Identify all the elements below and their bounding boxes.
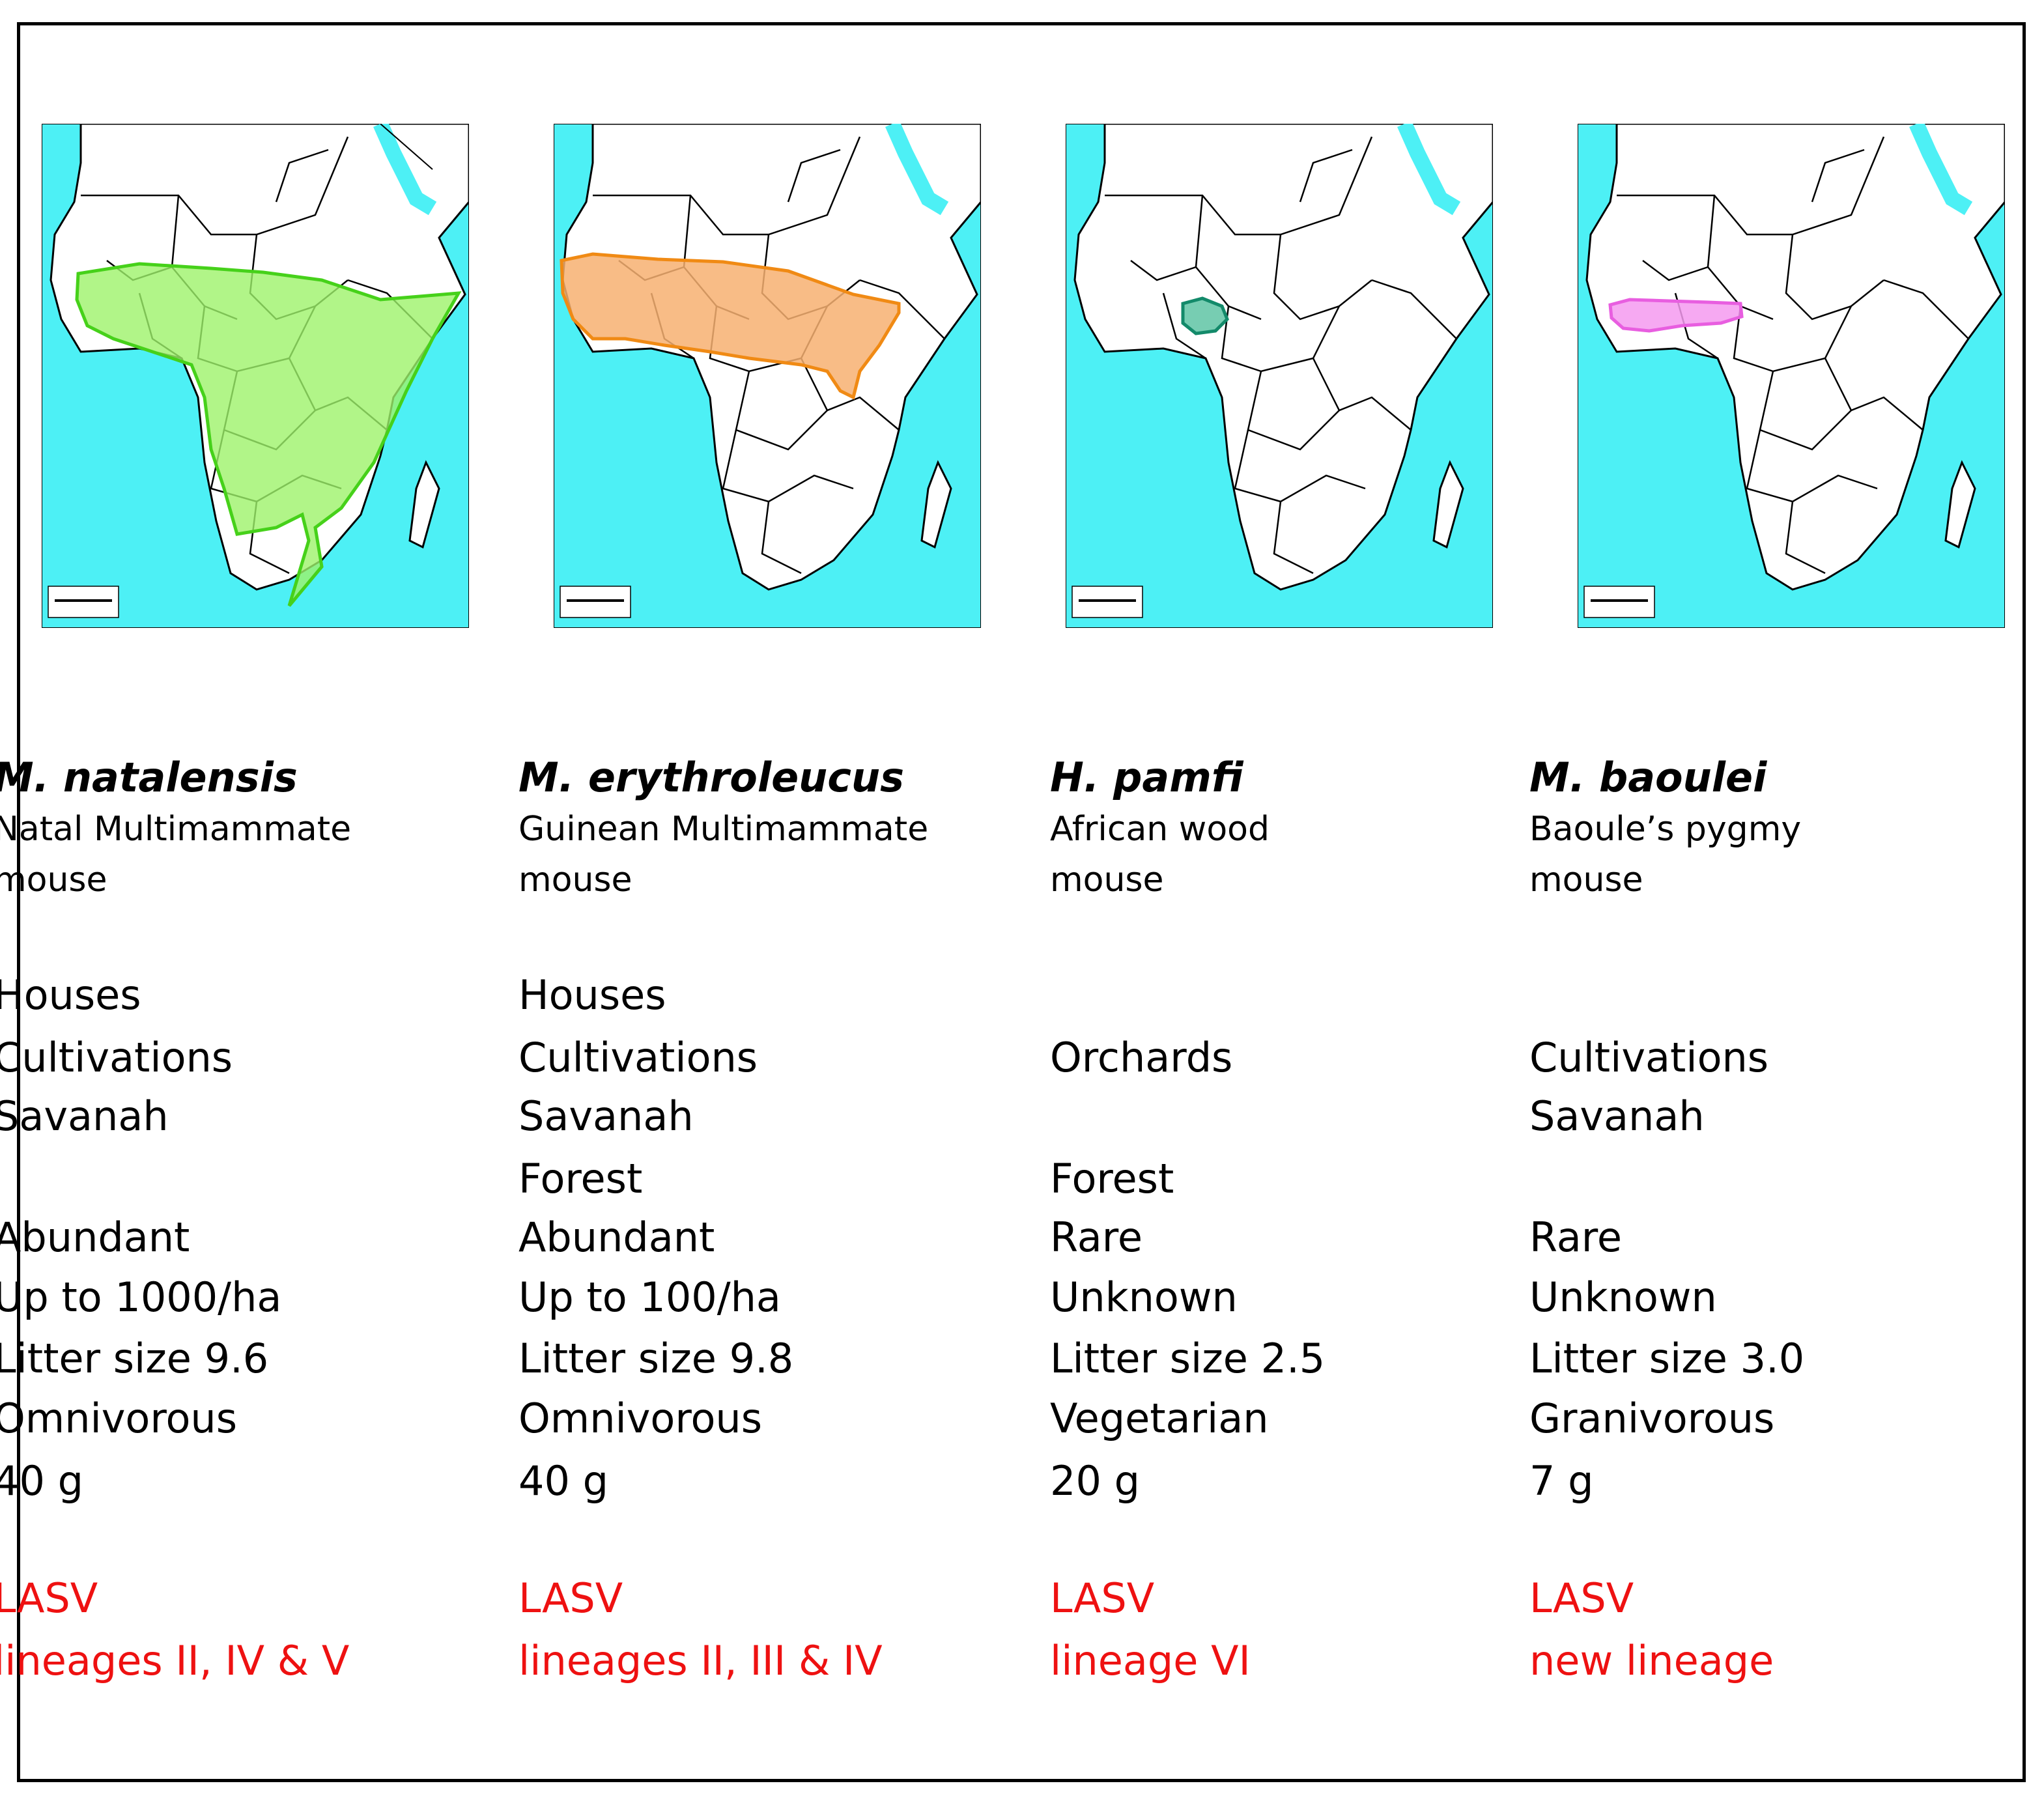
figure-frame	[17, 22, 2026, 1782]
africa-range-map-icon	[1066, 124, 1493, 628]
lasv-lineage: lineage VI	[1050, 1637, 1251, 1684]
litter-size: Litter size 9.8	[518, 1335, 794, 1382]
lasv-label: LASV	[0, 1574, 98, 1622]
diet: Omnivorous	[518, 1395, 762, 1442]
africa-range-map-icon	[554, 124, 981, 628]
weight: 7 g	[1529, 1457, 1594, 1505]
habitat-2: Orchards	[1050, 1034, 1233, 1081]
africa-range-map-icon	[1578, 124, 2005, 628]
africa-range-map-icon	[42, 124, 469, 628]
lasv-lineage: lineages II, III & IV	[518, 1637, 883, 1684]
range-map-pamfi	[1066, 124, 1493, 628]
habitat-4: Forest	[518, 1155, 643, 1202]
habitat-2: Cultivations	[1529, 1034, 1769, 1081]
range-area-shape	[1181, 296, 1229, 335]
weight: 40 g	[0, 1457, 83, 1505]
common-name-line1: African wood	[1050, 810, 1270, 849]
common-name-line1: Natal Multimammate	[0, 810, 352, 849]
habitat-3: Savanah	[0, 1092, 169, 1140]
habitat-1: Houses	[518, 971, 666, 1019]
habitat-2: Cultivations	[518, 1034, 758, 1081]
abundance: Abundant	[518, 1214, 715, 1261]
common-name-line1: Baoule’s pygmy	[1529, 810, 1802, 849]
range-map-natalensis	[42, 124, 469, 628]
scientific-name: H. pamfi	[1050, 754, 1243, 801]
common-name-line1: Guinean Multimammate	[518, 810, 929, 849]
scientific-name: M. baoulei	[1529, 754, 1767, 801]
lasv-label: LASV	[518, 1574, 623, 1622]
range-area-shape	[75, 262, 462, 607]
litter-size: Litter size 9.6	[0, 1335, 269, 1382]
common-name-line2: mouse	[1529, 860, 1643, 900]
common-name-line2: mouse	[1050, 860, 1164, 900]
density: Unknown	[1529, 1273, 1717, 1321]
habitat-3: Savanah	[1529, 1092, 1705, 1140]
scientific-name: M. erythroleucus	[518, 754, 905, 801]
lasv-label: LASV	[1050, 1574, 1155, 1622]
range-map-erythroleucus	[554, 124, 981, 628]
litter-size: Litter size 3.0	[1529, 1335, 1805, 1382]
common-name-line2: mouse	[518, 860, 632, 900]
habitat-2: Cultivations	[0, 1034, 233, 1081]
weight: 40 g	[518, 1457, 608, 1505]
common-name-line2: mouse	[0, 860, 107, 900]
lasv-lineage: lineages II, IV & V	[0, 1637, 350, 1684]
abundance: Rare	[1050, 1214, 1143, 1261]
lasv-label: LASV	[1529, 1574, 1634, 1622]
range-area-shape	[1608, 298, 1744, 333]
diet: Vegetarian	[1050, 1395, 1269, 1442]
abundance: Rare	[1529, 1214, 1622, 1261]
lasv-lineage: new lineage	[1529, 1637, 1774, 1684]
range-map-baoulei	[1578, 124, 2005, 628]
range-area-shape	[560, 252, 901, 400]
abundance: Abundant	[0, 1214, 190, 1261]
density: Up to 100/ha	[518, 1273, 781, 1321]
scientific-name: M. natalensis	[0, 754, 298, 801]
habitat-1: Houses	[0, 971, 141, 1019]
density: Unknown	[1050, 1273, 1238, 1321]
habitat-3: Savanah	[518, 1092, 694, 1140]
weight: 20 g	[1050, 1457, 1140, 1505]
diet: Omnivorous	[0, 1395, 237, 1442]
litter-size: Litter size 2.5	[1050, 1335, 1326, 1382]
habitat-4: Forest	[1050, 1155, 1174, 1202]
diet: Granivorous	[1529, 1395, 1775, 1442]
density: Up to 1000/ha	[0, 1273, 282, 1321]
